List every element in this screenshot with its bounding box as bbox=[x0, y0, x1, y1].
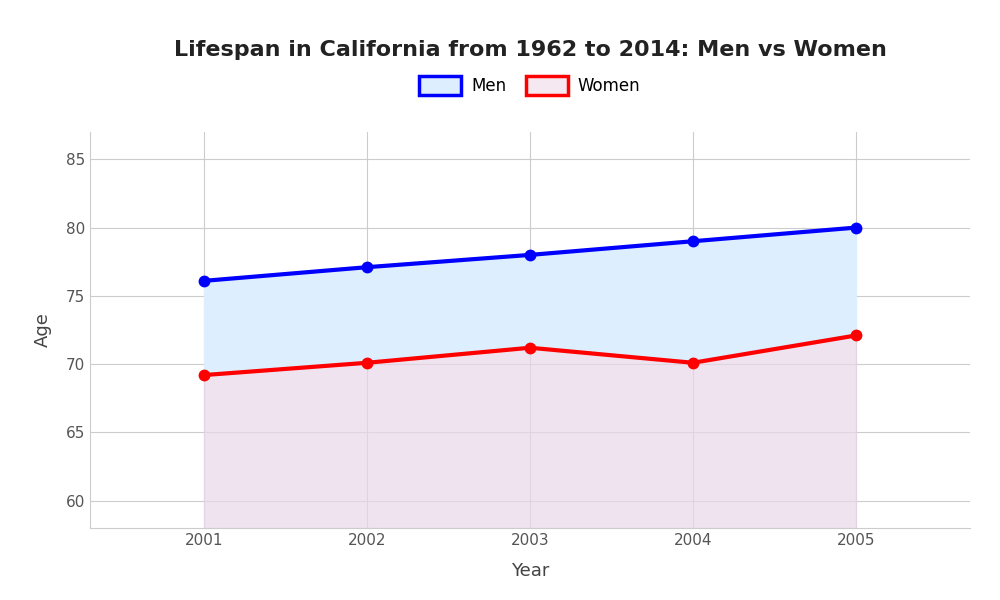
Title: Lifespan in California from 1962 to 2014: Men vs Women: Lifespan in California from 1962 to 2014… bbox=[174, 40, 886, 59]
X-axis label: Year: Year bbox=[511, 562, 549, 580]
Y-axis label: Age: Age bbox=[34, 313, 52, 347]
Legend: Men, Women: Men, Women bbox=[413, 69, 647, 101]
